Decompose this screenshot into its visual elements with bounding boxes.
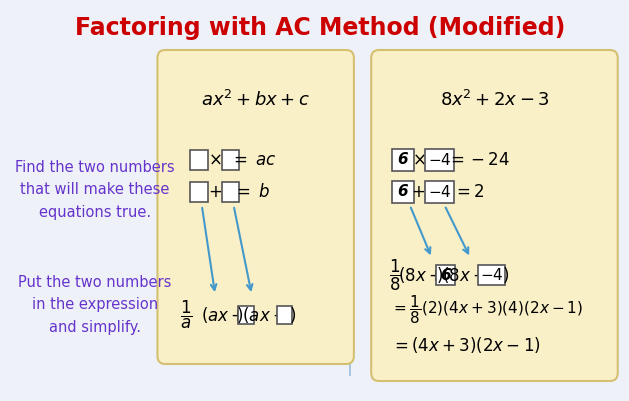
- Text: Put the two numbers
in the expression
and simplify.: Put the two numbers in the expression an…: [18, 275, 172, 335]
- Text: $=-24$: $=-24$: [447, 151, 509, 169]
- Text: $=(4x+3)(2x-1)$: $=(4x+3)(2x-1)$: [391, 335, 541, 355]
- FancyBboxPatch shape: [222, 182, 239, 202]
- FancyBboxPatch shape: [425, 149, 454, 171]
- Text: $\dfrac{1}{8}$: $\dfrac{1}{8}$: [389, 257, 401, 293]
- Text: 6: 6: [398, 184, 408, 200]
- Text: $ax^2+bx+c$: $ax^2+bx+c$: [201, 90, 310, 110]
- FancyBboxPatch shape: [277, 306, 292, 324]
- Text: $8x^2+2x-3$: $8x^2+2x-3$: [440, 90, 549, 110]
- Text: $\dfrac{1}{a}$: $\dfrac{1}{a}$: [180, 299, 192, 331]
- Text: $-4$: $-4$: [480, 267, 503, 283]
- FancyBboxPatch shape: [157, 50, 354, 364]
- FancyBboxPatch shape: [371, 50, 618, 381]
- Text: $=\dfrac{1}{8}(2)(4x+3)(4)(2x-1)$: $=\dfrac{1}{8}(2)(4x+3)(4)(2x-1)$: [391, 294, 584, 326]
- FancyBboxPatch shape: [392, 181, 414, 203]
- Text: $+$: $+$: [208, 183, 222, 201]
- FancyBboxPatch shape: [222, 150, 239, 170]
- Text: $)$: $)$: [289, 305, 296, 325]
- Text: $=\ ac$: $=\ ac$: [230, 151, 277, 169]
- Text: $+$: $+$: [411, 183, 425, 201]
- FancyBboxPatch shape: [478, 265, 505, 285]
- FancyBboxPatch shape: [436, 265, 455, 285]
- FancyBboxPatch shape: [425, 181, 454, 203]
- Text: $(ax+$: $(ax+$: [201, 305, 245, 325]
- FancyBboxPatch shape: [238, 306, 253, 324]
- Text: $=\ b$: $=\ b$: [233, 183, 270, 201]
- Text: $=2$: $=2$: [453, 183, 484, 201]
- Text: Factoring with AC Method (Modified): Factoring with AC Method (Modified): [75, 16, 565, 40]
- Text: $)(8x+$: $)(8x+$: [437, 265, 487, 285]
- Text: $)(ax+$: $)(ax+$: [237, 305, 287, 325]
- Text: $-4$: $-4$: [428, 184, 452, 200]
- Text: $)$: $)$: [503, 265, 509, 285]
- Text: $\times$: $\times$: [411, 151, 425, 169]
- FancyBboxPatch shape: [190, 182, 208, 202]
- Text: Find the two numbers
that will make these
equations true.: Find the two numbers that will make thes…: [15, 160, 175, 220]
- FancyBboxPatch shape: [392, 149, 414, 171]
- Text: 6: 6: [398, 152, 408, 168]
- FancyBboxPatch shape: [190, 150, 208, 170]
- Text: $\times$: $\times$: [208, 151, 222, 169]
- Text: $-4$: $-4$: [428, 152, 452, 168]
- Text: 6: 6: [440, 267, 450, 282]
- Text: $(8x+$: $(8x+$: [398, 265, 442, 285]
